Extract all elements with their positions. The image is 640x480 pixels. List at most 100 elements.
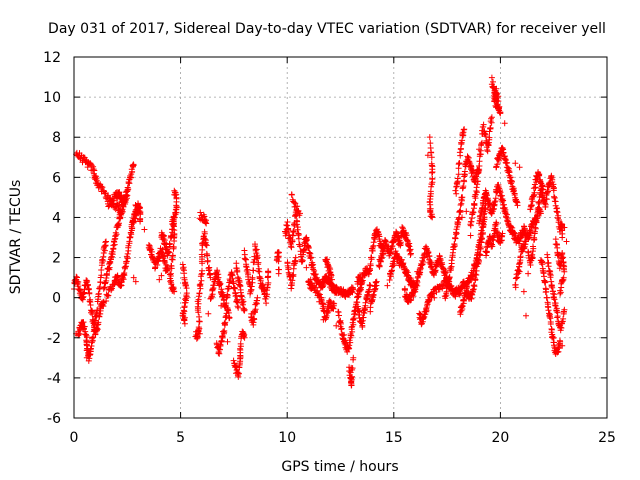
data-point (512, 160, 519, 167)
data-point (263, 300, 270, 307)
data-point (294, 218, 301, 225)
data-point (101, 247, 108, 254)
data-point (295, 235, 302, 242)
data-point (407, 275, 414, 282)
data-point (457, 202, 464, 208)
data-point (107, 260, 114, 266)
chart-title: Day 031 of 2017, Sidereal Day-to-day VTE… (48, 21, 606, 37)
data-point (536, 171, 543, 178)
data-point (523, 238, 529, 245)
data-point (130, 274, 137, 281)
data-point (320, 316, 327, 323)
data-point (489, 243, 496, 250)
data-point (495, 157, 502, 164)
data-point (348, 364, 355, 371)
data-point (386, 277, 393, 283)
data-point (215, 274, 222, 281)
plot-frame (73, 56, 608, 419)
data-point (514, 274, 521, 281)
data-point (167, 278, 174, 285)
data-point (561, 266, 567, 273)
data-point (477, 245, 484, 252)
data-point (95, 290, 102, 297)
data-point (308, 254, 315, 261)
data-point (204, 252, 211, 259)
data-point (559, 342, 566, 349)
data-point (131, 218, 137, 225)
data-point (409, 292, 416, 299)
data-point (372, 285, 379, 292)
data-point (453, 230, 460, 237)
data-point (428, 154, 435, 161)
data-point (327, 298, 334, 305)
data-point (320, 303, 327, 310)
data-point (426, 198, 433, 205)
data-point (230, 357, 237, 364)
data-point (378, 254, 385, 261)
data-point (448, 260, 455, 267)
data-point (241, 334, 248, 341)
data-point (384, 282, 391, 289)
data-point (452, 235, 459, 242)
data-point (535, 199, 542, 206)
data-point (461, 297, 467, 304)
data-point (172, 209, 179, 216)
data-point (373, 278, 380, 285)
data-point (484, 147, 491, 153)
data-point (456, 160, 463, 167)
data-point (249, 274, 256, 281)
data-point (429, 214, 436, 221)
data-point (493, 220, 500, 227)
data-point (484, 148, 491, 155)
data-point (90, 334, 97, 341)
data-point (110, 242, 117, 249)
data-point (488, 114, 495, 121)
data-point (81, 323, 88, 330)
data-point (544, 301, 551, 308)
data-point (467, 232, 474, 239)
data-point (103, 238, 109, 245)
data-point (555, 212, 562, 219)
data-point (106, 202, 113, 209)
data-point (206, 264, 213, 271)
data-point (115, 221, 122, 228)
y-tick-label: 12 (43, 50, 61, 66)
data-point (459, 194, 466, 201)
y-tick-label: 2 (52, 251, 61, 267)
data-point (479, 235, 485, 242)
data-point (387, 246, 394, 253)
data-point (383, 238, 390, 245)
data-point (516, 268, 523, 275)
data-point (106, 264, 113, 271)
data-point (563, 238, 570, 245)
data-point (83, 354, 90, 361)
data-point (491, 199, 498, 206)
data-point (494, 161, 501, 168)
data-point (97, 307, 104, 314)
data-point (196, 313, 203, 320)
data-point (87, 302, 94, 308)
data-point (235, 370, 242, 377)
data-point (124, 250, 131, 257)
data-point (456, 149, 463, 156)
data-point (203, 242, 210, 249)
data-point (493, 89, 500, 96)
data-point (166, 249, 173, 256)
data-point (254, 254, 261, 261)
data-point (119, 208, 126, 215)
y-tick-label: 4 (52, 210, 61, 226)
data-point (325, 307, 332, 314)
data-point (241, 306, 248, 313)
data-point (508, 224, 515, 230)
data-point (439, 282, 446, 289)
data-point (368, 256, 375, 263)
data-point (237, 340, 244, 347)
data-point (414, 268, 421, 275)
data-point (160, 233, 167, 240)
data-point (490, 205, 497, 212)
y-tick-label: 6 (52, 170, 61, 186)
data-point (452, 187, 459, 194)
data-point (480, 121, 487, 128)
data-point (493, 104, 500, 111)
